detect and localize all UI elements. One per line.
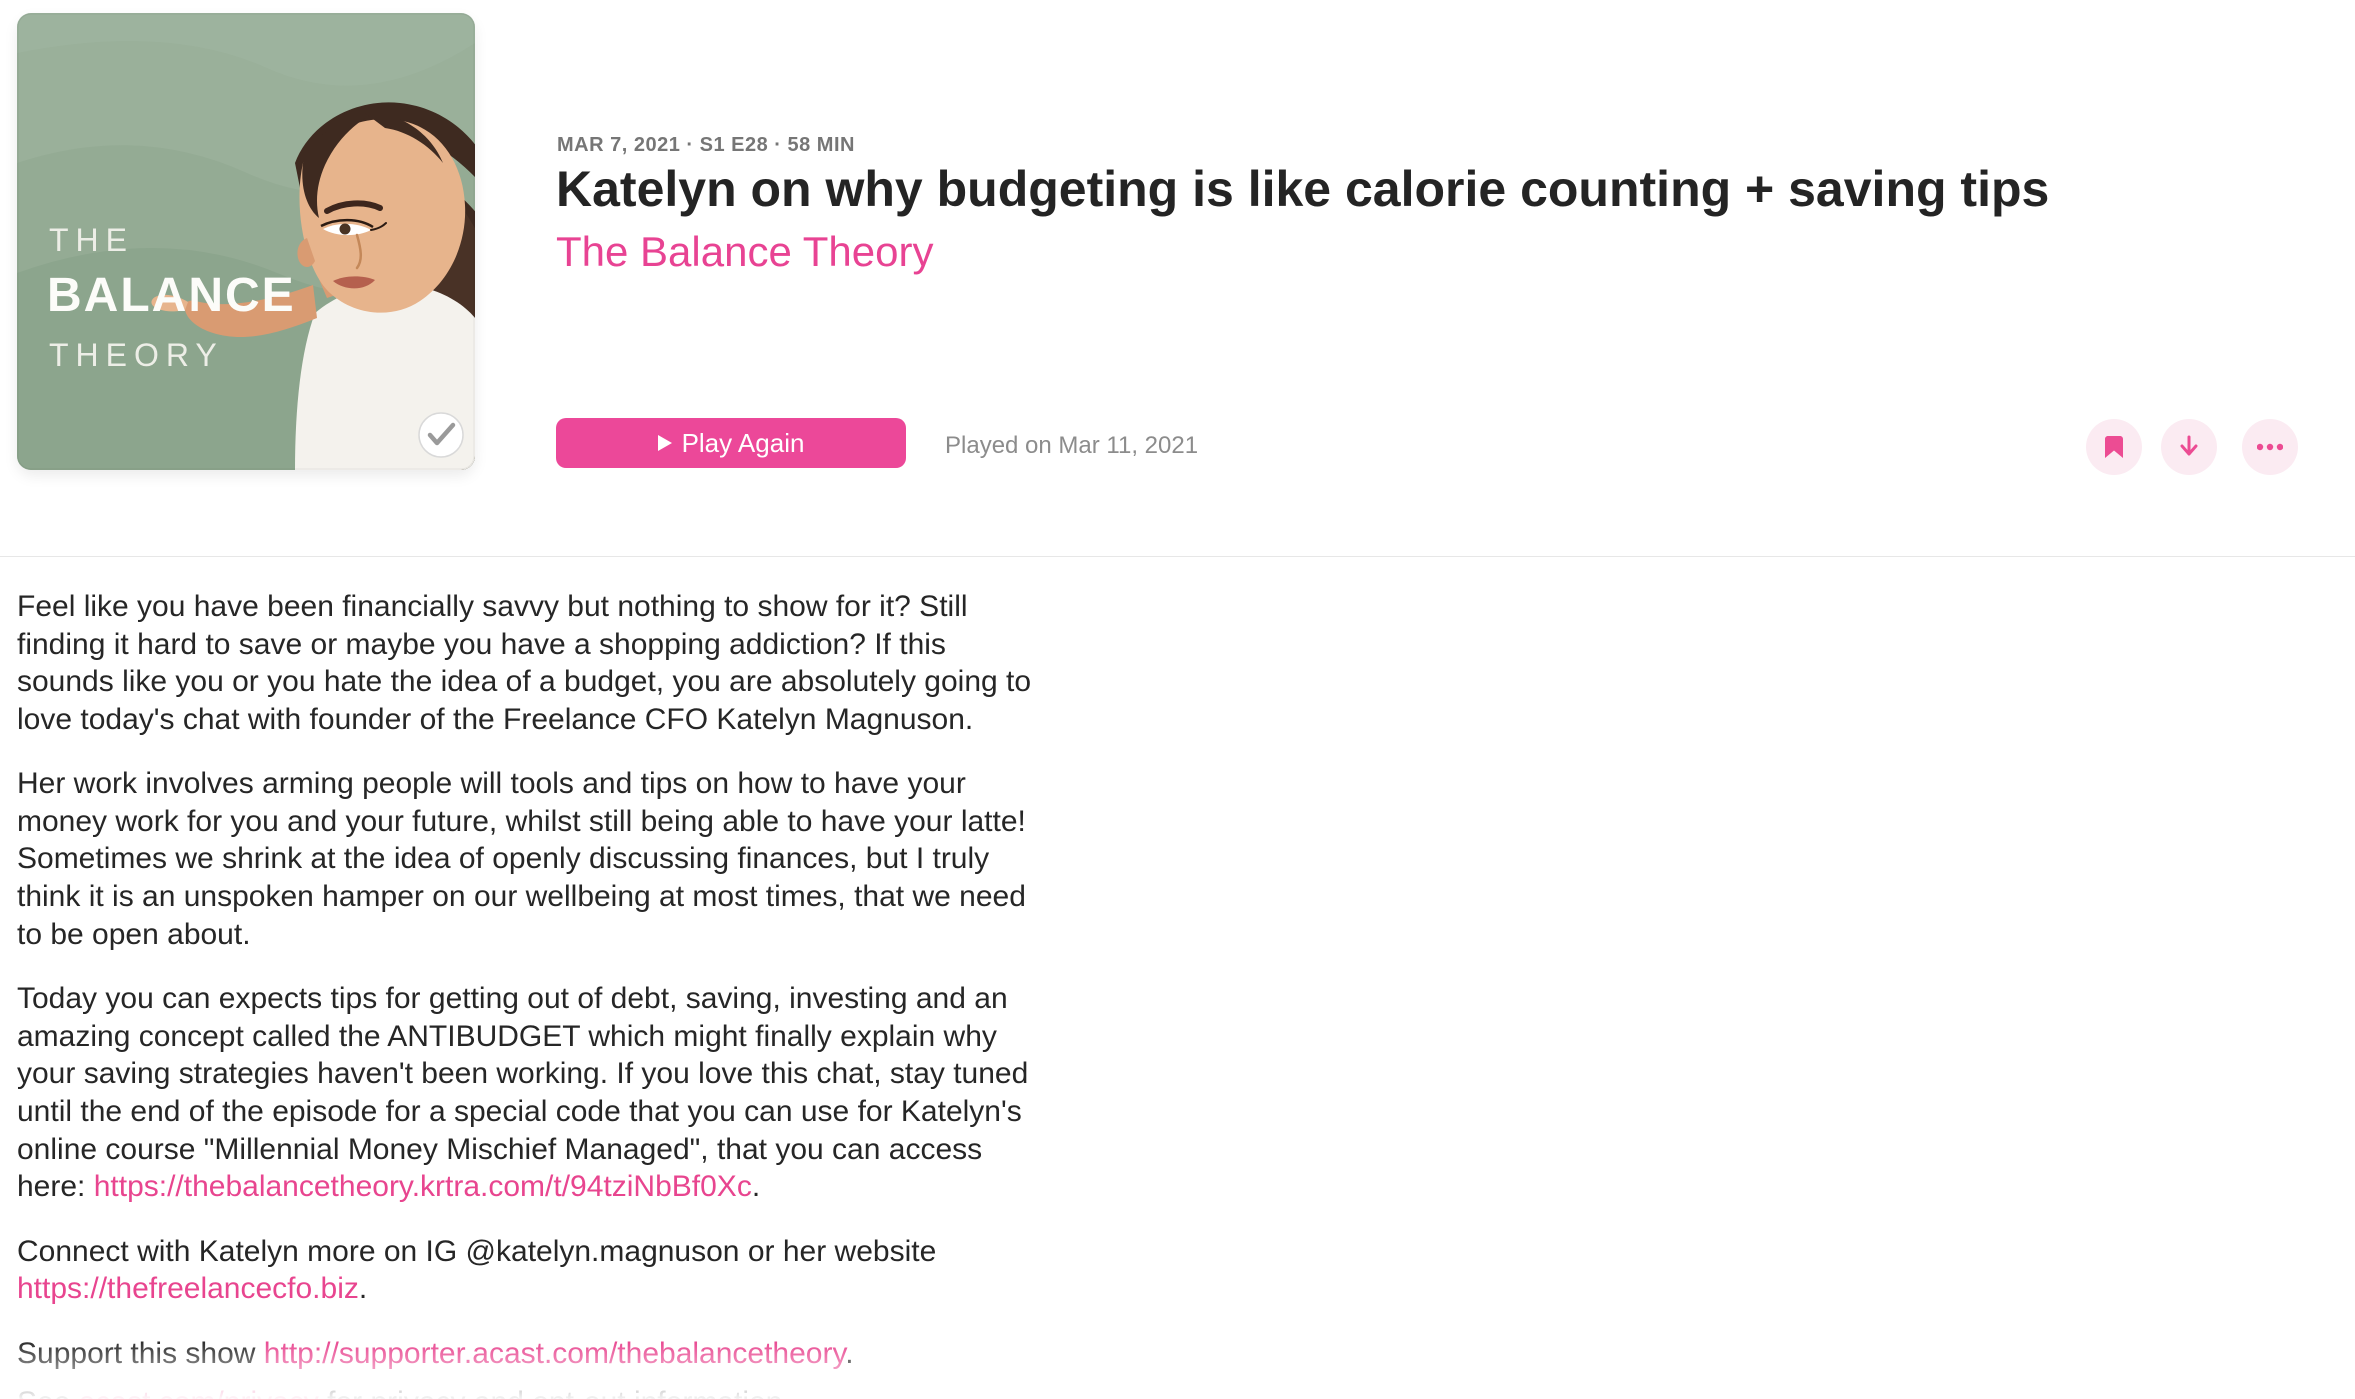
svg-text:THEORY: THEORY xyxy=(49,337,224,373)
svg-text:THE: THE xyxy=(49,222,134,258)
svg-text:BALANCE: BALANCE xyxy=(47,269,296,322)
